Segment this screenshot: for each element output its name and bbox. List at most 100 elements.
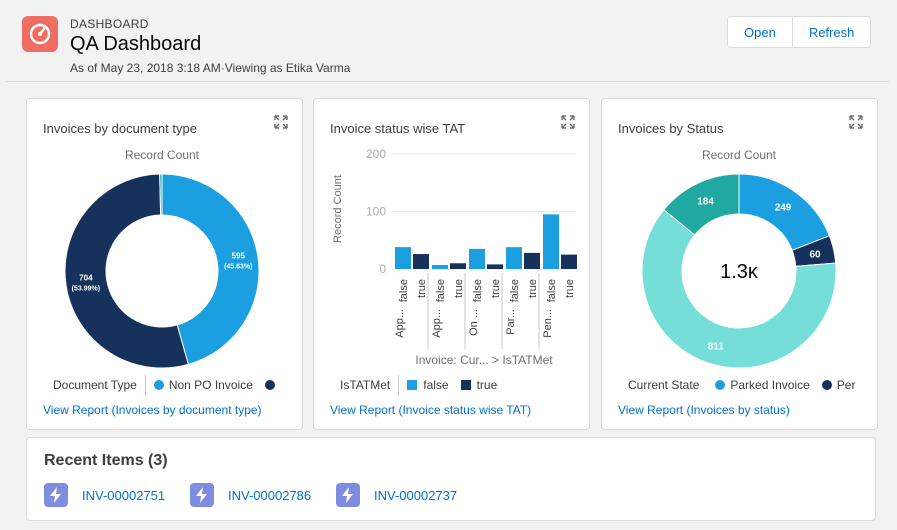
bar: [413, 254, 429, 269]
donut-slice: [64, 173, 189, 369]
bar: [469, 248, 485, 269]
x-group-label: Pen...: [542, 309, 554, 338]
legend-swatch: [460, 380, 471, 390]
donut-slice: [161, 173, 260, 365]
recent-item-link[interactable]: INV-00002751: [82, 487, 166, 503]
legend-label: false: [423, 378, 449, 392]
legend-swatch: [407, 380, 418, 390]
recent-item-link[interactable]: INV-00002786: [228, 487, 312, 503]
donut-slice: [159, 173, 163, 216]
legend-item: true: [460, 378, 498, 392]
expand-icon[interactable]: [561, 115, 575, 129]
donut-slice: [641, 208, 837, 369]
lightning-icon: [44, 483, 68, 507]
lightning-icon: [336, 483, 360, 507]
legend-swatch: [264, 380, 275, 390]
legend-swatch: [821, 380, 832, 390]
recent-item[interactable]: INV-00002786: [190, 482, 311, 508]
recent-item-link[interactable]: INV-00002737: [374, 487, 458, 503]
data-label: 704: [79, 273, 93, 282]
legend-item: false: [407, 378, 449, 392]
x-sub-label: false: [435, 279, 447, 302]
x-sub-label: false: [472, 279, 484, 302]
chart-card-document-type: Invoices by document type Record Count 59…: [26, 98, 303, 430]
bar: [506, 247, 522, 269]
x-axis-label: Invoice: Cur... > IsTATMet: [415, 353, 553, 367]
expand-icon[interactable]: [849, 115, 863, 129]
chart-title: Record Count: [125, 148, 200, 162]
legend-title: Current State: [628, 378, 700, 392]
recent-item[interactable]: INV-00002751: [44, 482, 165, 508]
recent-items-card: Recent Items (3) INV-00002751 INV-000027…: [26, 437, 876, 521]
recent-item[interactable]: INV-00002737: [336, 482, 457, 508]
x-sub-label: false: [509, 279, 521, 302]
x-sub-label: true: [453, 279, 465, 298]
dashboard-gauge-icon: [22, 16, 58, 52]
x-sub-label: false: [546, 279, 558, 302]
card-title: Invoices by document type: [43, 121, 197, 136]
card-title: Invoice status wise TAT: [330, 121, 466, 136]
legend-label: Non PO Invoice: [168, 378, 253, 392]
page-title: QA Dashboard: [70, 33, 202, 55]
donut-chart-invoice-status: Record Count 249 60 811 184 1.3ᴋ: [641, 148, 837, 369]
bar: [432, 264, 448, 269]
legend-item: [264, 380, 280, 390]
x-sub-label: true: [564, 279, 576, 298]
data-label: 184: [697, 197, 714, 208]
legend-label: true: [476, 378, 498, 392]
y-tick-label: 0: [379, 262, 386, 276]
dashboard-header: DASHBOARD QA Dashboard As of May 23, 201…: [6, 0, 889, 82]
bar: [450, 263, 466, 269]
bar: [487, 264, 503, 269]
x-sub-label: false: [398, 279, 410, 302]
view-report-link[interactable]: View Report (Invoice status wise TAT): [330, 403, 532, 417]
donut-chart-document-type: Record Count 595 (45.63%) 704 (53.99%): [64, 148, 260, 369]
x-group-label: App...: [394, 309, 406, 338]
donut-center-label: 1.3ᴋ: [720, 261, 759, 283]
y-axis-label: Record Count: [332, 175, 344, 243]
bar: [561, 254, 577, 269]
y-tick-label: 100: [366, 205, 386, 219]
x-group-label: Par...: [505, 309, 517, 335]
open-button[interactable]: Open: [728, 17, 792, 47]
y-tick-label: 200: [366, 147, 386, 161]
legend-item: Per: [821, 378, 856, 392]
legend-label: Parked Invoice: [730, 378, 810, 392]
data-label: 60: [809, 249, 821, 260]
expand-icon[interactable]: [274, 115, 288, 129]
bar: [395, 247, 411, 269]
x-group-label: App...: [431, 309, 443, 338]
recent-items-title: Recent Items (3): [44, 452, 168, 469]
view-report-link[interactable]: View Report (Invoices by status): [618, 403, 790, 417]
lightning-icon: [190, 483, 214, 507]
chart-title: Record Count: [702, 148, 777, 162]
legend-swatch: [153, 380, 164, 390]
donut-slice: [663, 173, 740, 236]
bar: [543, 214, 559, 269]
legend-item: Non PO Invoice: [153, 378, 253, 392]
chart-legend: Current State Parked Invoice Per: [628, 375, 862, 395]
bar: [524, 252, 540, 269]
data-pct-label: (45.63%): [224, 263, 252, 270]
header-button-group: Open Refresh: [727, 16, 872, 48]
chart-card-status-tat: Invoice status wise TAT 0 100 200 Record Co…: [313, 98, 590, 430]
data-label: 595: [232, 251, 246, 260]
chart-card-invoice-status: Invoices by Status Record Count 249 60 811 1…: [601, 98, 878, 430]
view-report-link[interactable]: View Report (Invoices by document type): [43, 403, 262, 417]
chart-legend: IsTATMet false true: [340, 375, 509, 395]
legend-title: Document Type: [53, 378, 137, 392]
chart-legend: Document Type Non PO Invoice: [53, 375, 292, 395]
legend-title: IsTATMet: [340, 378, 391, 392]
data-label: 249: [775, 203, 792, 214]
x-sub-label: true: [490, 279, 502, 298]
page-eyebrow: DASHBOARD: [70, 17, 149, 31]
card-title: Invoices by Status: [618, 121, 724, 136]
refresh-button[interactable]: Refresh: [791, 17, 871, 47]
page-subtitle: As of May 23, 2018 3:18 AM·Viewing as Et…: [70, 61, 351, 75]
x-group-label: On ...: [468, 309, 480, 336]
data-label: 811: [708, 341, 725, 352]
legend-item: Parked Invoice: [715, 378, 810, 392]
legend-label: Per: [836, 378, 856, 392]
x-sub-label: true: [527, 279, 539, 298]
